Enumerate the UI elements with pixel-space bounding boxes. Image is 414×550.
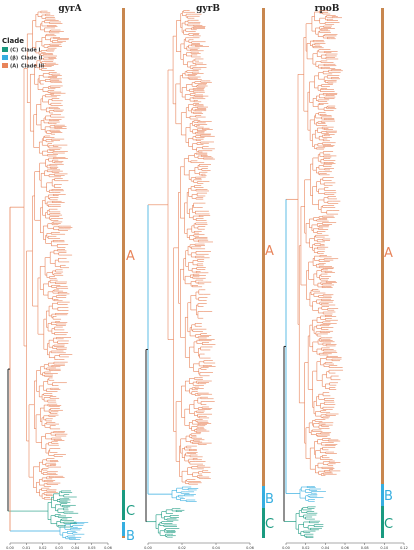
axis-tick-label: 0.00 xyxy=(282,546,290,550)
axis-tick-label: 0.02 xyxy=(178,546,186,550)
legend-swatch-clade-i xyxy=(2,47,8,52)
axis-tick-label: 0.04 xyxy=(321,546,330,550)
legend-symbol-clade-ii: (β) xyxy=(10,56,18,62)
axis-tick-label: 0.04 xyxy=(71,546,80,550)
axis-tick-label: 0.05 xyxy=(88,546,96,550)
axis-tick-label: 0.03 xyxy=(55,546,63,550)
axis-tick-label: 0.04 xyxy=(212,546,221,550)
axis-tick-label: 0.02 xyxy=(39,546,47,550)
legend-symbol-clade-iii: (A) xyxy=(10,64,18,70)
axis-tick-label: 0.06 xyxy=(246,546,254,550)
gyrb-clade-bar: A B C xyxy=(262,8,274,538)
clade-b-segment xyxy=(262,486,265,508)
axis-tick-label: 0.06 xyxy=(341,546,349,550)
axis-tick-label: 0.10 xyxy=(380,546,388,550)
gyra-clade-bar: A C B xyxy=(117,8,135,544)
clade-label-b: B xyxy=(126,529,135,544)
axis-tick-label: 0.00 xyxy=(144,546,152,550)
clade-bar-line xyxy=(381,8,384,538)
rpob-scale-axis: 0.00 0.02 0.04 0.06 0.08 0.10 0.12 xyxy=(282,542,408,550)
clade-legend: Clade (C) Clade I (β) Clade II (A) Clade… xyxy=(2,37,44,70)
legend-title: Clade xyxy=(2,37,24,45)
legend-swatch-clade-ii xyxy=(2,55,8,60)
clade-label-b: B xyxy=(265,492,274,507)
legend-label-clade-ii: Clade II xyxy=(21,56,42,62)
clade-label-a: A xyxy=(265,244,274,259)
axis-tick-label: 0.00 xyxy=(6,546,14,550)
legend-label-clade-iii: Clade III xyxy=(21,64,44,70)
panel-title-gyra: gyrA xyxy=(58,4,82,14)
clade-bar-line xyxy=(122,8,125,538)
clade-bar-line xyxy=(262,8,265,538)
clade-label-c: C xyxy=(126,504,135,519)
gyrb-tree xyxy=(145,10,216,538)
legend-label-clade-i: Clade I xyxy=(21,48,40,54)
clade-b-segment xyxy=(381,484,384,506)
gyra-tree xyxy=(7,10,89,540)
clade-c-segment xyxy=(122,490,125,520)
clade-label-c: C xyxy=(384,517,393,532)
gyrb-scale-axis: 0.00 0.02 0.04 0.06 xyxy=(144,542,254,550)
clade-c-segment xyxy=(381,506,384,538)
panel-title-gyrb: gyrB xyxy=(196,4,220,14)
axis-tick-label: 0.01 xyxy=(22,546,30,550)
clade-label-a: A xyxy=(384,246,393,261)
legend-symbol-clade-i: (C) xyxy=(10,48,18,54)
gyra-scale-axis: 0.00 0.01 0.02 0.03 0.04 0.05 0.06 xyxy=(6,542,112,550)
legend-swatch-clade-iii xyxy=(2,63,8,68)
axis-tick-label: 0.06 xyxy=(104,546,112,550)
rpob-tree xyxy=(283,10,344,538)
clade-b-segment xyxy=(122,522,125,536)
panel-title-rpob: rpoB xyxy=(315,4,340,14)
clade-c-segment xyxy=(262,508,265,538)
clade-label-b: B xyxy=(384,489,393,504)
rpob-clade-bar: A B C xyxy=(381,8,393,538)
clade-label-c: C xyxy=(265,517,274,532)
axis-tick-label: 0.12 xyxy=(400,546,408,550)
clade-label-a: A xyxy=(126,249,135,264)
axis-tick-label: 0.08 xyxy=(361,546,369,550)
axis-tick-label: 0.02 xyxy=(302,546,310,550)
